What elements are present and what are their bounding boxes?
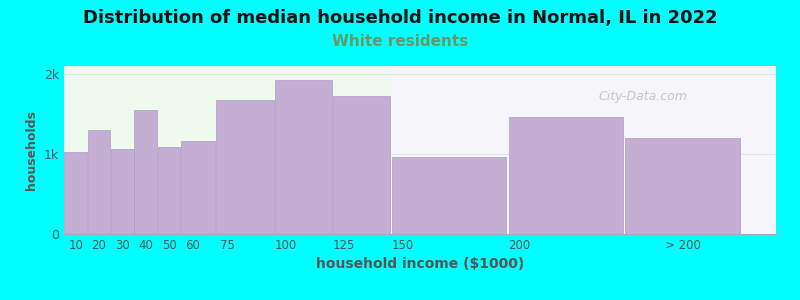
Bar [216,100,274,234]
Bar [158,147,181,234]
Bar [509,117,623,234]
Bar [87,130,110,234]
Bar [64,152,87,234]
Bar [274,80,332,234]
Bar [626,138,740,234]
Bar [111,149,134,234]
X-axis label: household income ($1000): household income ($1000) [316,257,524,272]
Text: City-Data.com: City-Data.com [598,90,687,103]
Bar [134,110,157,234]
Bar [333,96,390,234]
Bar [392,157,506,234]
Text: White residents: White residents [332,34,468,50]
Text: Distribution of median household income in Normal, IL in 2022: Distribution of median household income … [82,9,718,27]
Bar [181,141,215,234]
Bar [64,66,391,234]
Y-axis label: households: households [26,110,38,190]
